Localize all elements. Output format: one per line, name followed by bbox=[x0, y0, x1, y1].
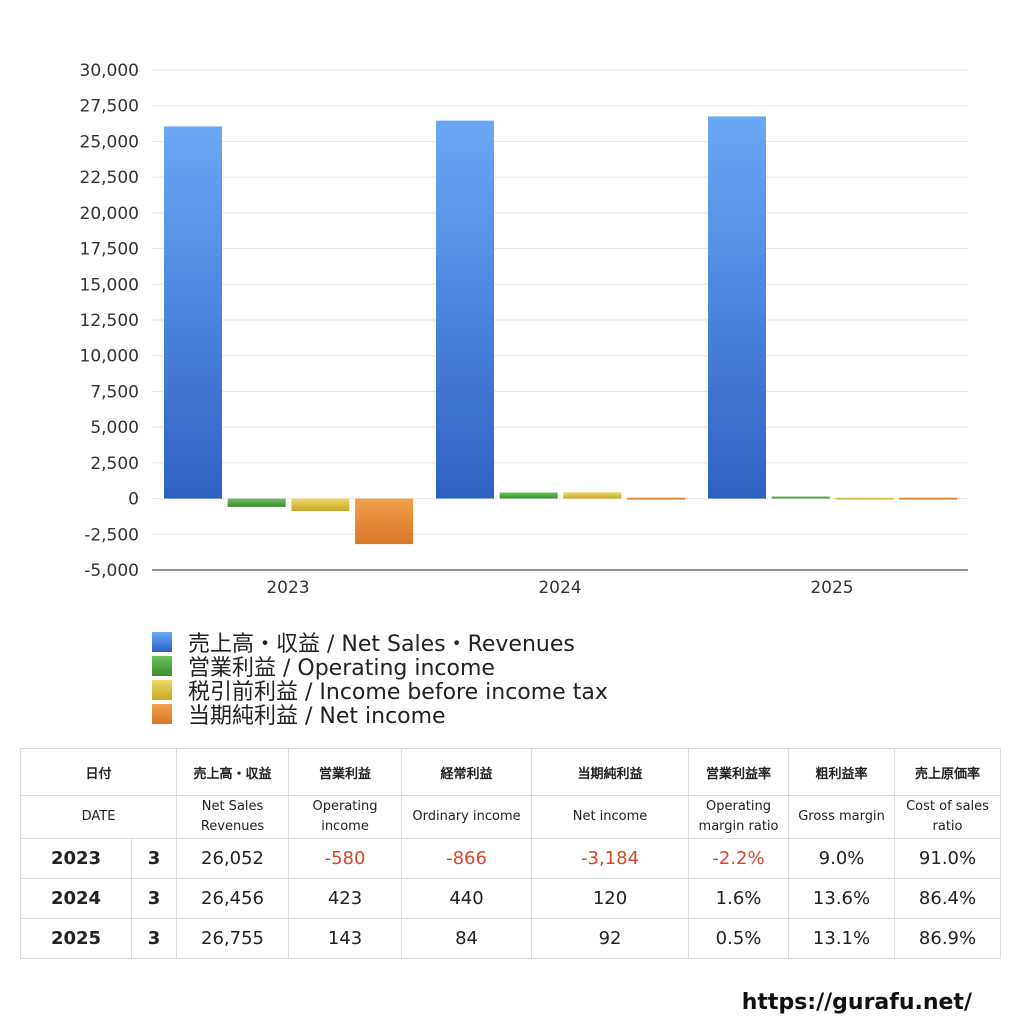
header-op-margin-jp: 営業利益率 bbox=[688, 748, 790, 796]
financial-table: 日付 売上高・収益 営業利益 経常利益 当期純利益 営業利益率 粗利益率 売上原… bbox=[19, 748, 1002, 959]
table-row: 2024 3 26,456 423 440 120 1.6% 13.6% 86.4% bbox=[20, 878, 1002, 919]
header-op-margin-en: Operating margin ratio bbox=[688, 795, 790, 839]
header-cost-ratio-jp: 売上原価率 bbox=[894, 748, 1002, 796]
table-cell: 143 bbox=[288, 918, 403, 959]
bar-2024-series-1 bbox=[499, 492, 558, 499]
table-cell: 0.5% bbox=[688, 918, 790, 959]
y-tick-label: -5,000 bbox=[84, 561, 139, 581]
table-row: 2023 3 26,052 -580 -866 -3,184 -2.2% 9.0% 91.0% bbox=[20, 838, 1002, 879]
header-operating-jp: 営業利益 bbox=[288, 748, 403, 796]
legend-label: 当期純利益 / Net income bbox=[188, 704, 446, 729]
bar-2024-series-0 bbox=[436, 120, 494, 499]
table-cell: 9.0% bbox=[788, 838, 896, 879]
table-cell: 26,052 bbox=[176, 838, 290, 879]
bar-2025-series-3 bbox=[899, 497, 958, 500]
y-tick-label: 27,500 bbox=[80, 97, 139, 117]
row-year: 2025 bbox=[20, 918, 132, 959]
bar-2023-series-0 bbox=[164, 126, 222, 499]
y-tick-label: -2,500 bbox=[84, 525, 139, 545]
bar-2025-series-2 bbox=[835, 497, 894, 500]
legend-swatch bbox=[152, 704, 172, 724]
y-tick-label: 12,500 bbox=[80, 311, 139, 331]
header-net-jp: 当期純利益 bbox=[531, 748, 690, 796]
header-gross-margin-en: Gross margin bbox=[788, 795, 896, 839]
table-cell: 26,456 bbox=[176, 878, 290, 919]
legend-swatch bbox=[152, 656, 172, 676]
table-header-jp: 日付 売上高・収益 営業利益 経常利益 当期純利益 営業利益率 粗利益率 売上原… bbox=[19, 748, 1002, 796]
x-tick-label: 2025 bbox=[810, 578, 853, 598]
row-year: 2024 bbox=[20, 878, 132, 919]
table-cell: 13.6% bbox=[788, 878, 896, 919]
y-tick-label: 20,000 bbox=[80, 204, 139, 224]
y-tick-label: 30,000 bbox=[80, 61, 139, 81]
x-axis-ticks: 2023 2024 2025 bbox=[266, 578, 853, 598]
table-cell: 26,755 bbox=[176, 918, 290, 959]
legend-label: 税引前利益 / Income before income tax bbox=[188, 680, 608, 705]
table-cell: 92 bbox=[531, 918, 690, 959]
x-tick-label: 2024 bbox=[538, 578, 581, 598]
table-cell: 84 bbox=[401, 918, 533, 959]
bar-2023-series-3 bbox=[355, 498, 414, 545]
table-cell: 91.0% bbox=[894, 838, 1002, 879]
bar-2025-series-0 bbox=[708, 116, 766, 499]
legend-swatch bbox=[152, 680, 172, 700]
table-row: 2025 3 26,755 143 84 92 0.5% 13.1% 86.9% bbox=[20, 918, 1002, 959]
legend-item: 税引前利益 / Income before income tax bbox=[152, 678, 608, 705]
y-tick-label: 15,000 bbox=[80, 275, 139, 295]
y-tick-label: 2,500 bbox=[90, 454, 139, 474]
header-operating-en: Operating income bbox=[288, 795, 403, 839]
y-tick-label: 0 bbox=[128, 490, 139, 510]
legend-item: 営業利益 / Operating income bbox=[152, 654, 608, 681]
header-ordinary-en: Ordinary income bbox=[401, 795, 533, 839]
x-tick-label: 2023 bbox=[266, 578, 309, 598]
table-cell: 86.4% bbox=[894, 878, 1002, 919]
y-tick-label: 22,500 bbox=[80, 168, 139, 188]
bar-2025-series-1 bbox=[771, 496, 830, 499]
bar-2023-series-2 bbox=[291, 498, 350, 511]
table-cell: 1.6% bbox=[688, 878, 790, 919]
y-axis-ticks: 30,000 27,500 25,000 22,500 20,000 17,500 15,0… bbox=[80, 61, 139, 581]
y-tick-label: 25,000 bbox=[80, 132, 139, 152]
table-cell: -866 bbox=[401, 838, 533, 879]
row-month: 3 bbox=[130, 838, 178, 879]
legend-label: 営業利益 / Operating income bbox=[188, 656, 495, 681]
table-cell: 120 bbox=[531, 878, 690, 919]
bar-2024-series-3 bbox=[627, 497, 686, 500]
y-tick-label: 17,500 bbox=[80, 240, 139, 260]
y-tick-label: 5,000 bbox=[90, 418, 139, 438]
header-sales-jp: 売上高・収益 bbox=[176, 748, 290, 796]
table-cell: -580 bbox=[288, 838, 403, 879]
header-gross-margin-jp: 粗利益率 bbox=[788, 748, 896, 796]
row-year: 2023 bbox=[20, 838, 132, 879]
table-header-en: DATE Net Sales Revenues Operating income… bbox=[19, 795, 1002, 839]
row-month: 3 bbox=[130, 878, 178, 919]
header-sales-en: Net Sales Revenues bbox=[176, 795, 290, 839]
header-ordinary-jp: 経常利益 bbox=[401, 748, 533, 796]
table-cell: -2.2% bbox=[688, 838, 790, 879]
grid-lines bbox=[152, 69, 968, 535]
bar-chart: 30,000 27,500 25,000 22,500 20,000 17,500 15,0… bbox=[80, 61, 968, 598]
bar-2023-series-1 bbox=[227, 498, 286, 507]
chart-legend: 売上高・収益 / Net Sales・Revenues 営業利益 / Operat… bbox=[152, 630, 608, 729]
legend-label: 売上高・収益 / Net Sales・Revenues bbox=[188, 632, 575, 657]
table-cell: 423 bbox=[288, 878, 403, 919]
header-net-en: Net income bbox=[531, 795, 690, 839]
table-cell: 13.1% bbox=[788, 918, 896, 959]
legend-swatch bbox=[152, 632, 172, 652]
legend-item: 売上高・収益 / Net Sales・Revenues bbox=[152, 630, 608, 657]
header-date-jp: 日付 bbox=[19, 748, 178, 796]
source-url[interactable]: https://gurafu.net/ bbox=[741, 990, 972, 1015]
row-month: 3 bbox=[130, 918, 178, 959]
y-tick-label: 10,000 bbox=[80, 347, 139, 367]
y-tick-label: 7,500 bbox=[90, 382, 139, 402]
header-cost-ratio-en: Cost of sales ratio bbox=[894, 795, 1002, 839]
bars bbox=[164, 116, 958, 545]
table-cell: 86.9% bbox=[894, 918, 1002, 959]
bar-2024-series-2 bbox=[563, 492, 622, 499]
legend-item: 当期純利益 / Net income bbox=[152, 702, 608, 729]
table-cell: -3,184 bbox=[531, 838, 690, 879]
table-cell: 440 bbox=[401, 878, 533, 919]
header-date-en: DATE bbox=[19, 795, 178, 839]
